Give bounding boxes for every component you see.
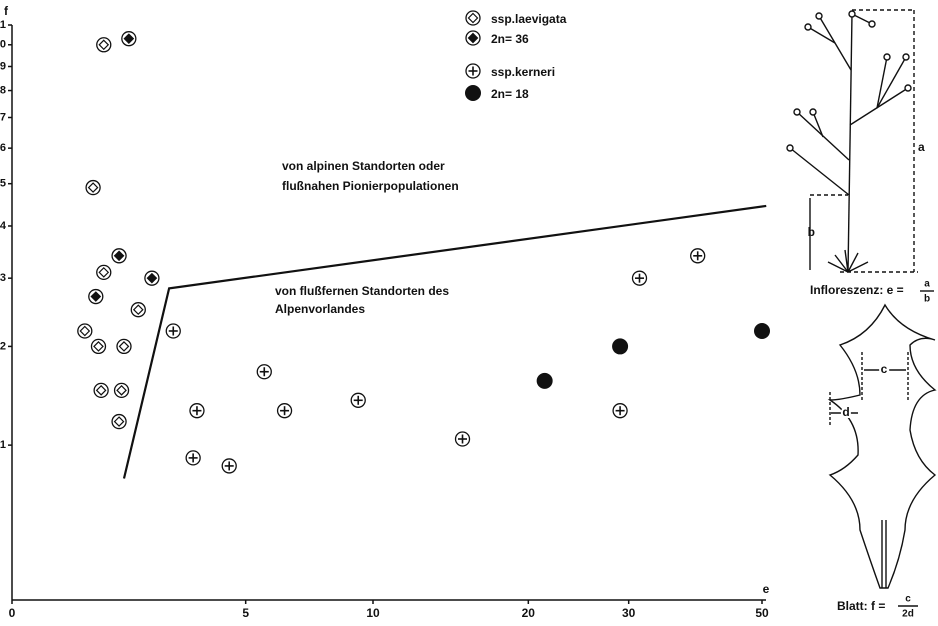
point-diamond — [132, 304, 144, 316]
point-diamond — [113, 416, 125, 427]
y-tick-label: 6 — [0, 142, 6, 154]
point-diamond — [79, 325, 91, 337]
point-diamond — [118, 341, 130, 352]
point-diamond — [90, 291, 102, 302]
point — [116, 338, 132, 355]
point — [113, 382, 130, 399]
point-diamond — [113, 250, 125, 262]
point — [85, 179, 101, 196]
point-dot — [612, 338, 629, 355]
leaf-drawing — [827, 303, 937, 589]
point-dot — [465, 85, 481, 101]
annotation: Alpenvorlandes — [275, 302, 365, 316]
y-tick-label: 11 — [0, 19, 6, 31]
y-tick-label: 9 — [0, 60, 6, 72]
point — [221, 458, 237, 474]
point — [121, 31, 137, 47]
point — [690, 248, 706, 264]
y-tick-label: 8 — [0, 84, 6, 96]
legend-marker — [465, 30, 481, 46]
point-diamond — [93, 341, 104, 352]
legend-label: 2n= 36 — [491, 32, 529, 46]
point — [93, 382, 109, 399]
inflorescence-drawing — [786, 9, 918, 273]
point — [350, 392, 366, 408]
point-diamond — [98, 39, 110, 51]
annotation: von flußfernen Standorten des — [275, 284, 449, 298]
dimension-d: d — [842, 405, 849, 419]
point — [88, 288, 104, 305]
y-tick-label: 10 — [0, 39, 6, 51]
point — [754, 322, 770, 339]
x-tick-label: 30 — [622, 606, 636, 620]
y-axis-label: f — [4, 4, 9, 18]
legend-label: 2n= 18 — [491, 87, 529, 101]
point-diamond — [146, 272, 158, 284]
y-tick-label: 7 — [0, 111, 6, 123]
point — [144, 270, 160, 286]
x-tick-label: 0 — [9, 606, 16, 620]
leaf-numerator: c — [905, 594, 911, 605]
inflorescence-caption: Infloreszenz: e = — [810, 283, 904, 297]
y-tick-label: 2 — [0, 340, 6, 352]
point — [631, 270, 648, 286]
leaf-denominator: 2d — [902, 609, 914, 620]
point — [189, 403, 205, 419]
point — [165, 323, 181, 339]
y-tick-label: 5 — [0, 178, 6, 190]
y-tick-label: 3 — [0, 272, 6, 284]
point-diamond — [467, 12, 479, 24]
x-tick-label: 10 — [366, 606, 380, 620]
point-diamond — [467, 32, 479, 44]
y-tick-label: 4 — [0, 220, 7, 232]
x-axis-label: e — [763, 582, 770, 596]
point-diamond — [116, 385, 127, 396]
annotation: flußnahen Pionierpopulationen — [282, 179, 459, 193]
dimension-c: c — [881, 362, 888, 376]
legend-marker — [465, 10, 481, 26]
y-tick-label: 1 — [0, 439, 6, 451]
x-tick-label: 20 — [522, 606, 536, 620]
legend-label: ssp.kerneri — [491, 65, 555, 79]
leaf-caption: Blatt: f = — [837, 599, 885, 613]
point — [111, 413, 127, 430]
dimension-a: a — [918, 140, 925, 154]
point-dot — [536, 372, 553, 389]
point — [454, 431, 471, 447]
point-dot — [754, 322, 770, 339]
inflorescence-numerator: a — [924, 279, 930, 290]
point — [536, 372, 553, 389]
point — [111, 248, 127, 264]
inflorescence-denominator: b — [924, 294, 930, 305]
boundary-line — [122, 204, 767, 479]
point — [90, 338, 107, 355]
point — [130, 302, 146, 318]
point — [612, 338, 629, 355]
point — [77, 323, 93, 339]
legend-label: ssp.laevigata — [491, 12, 567, 26]
legend-marker — [465, 63, 481, 79]
point — [185, 450, 201, 466]
point-diamond — [98, 267, 110, 278]
x-tick-label: 5 — [242, 606, 249, 620]
point-diamond — [95, 385, 107, 396]
point — [276, 403, 293, 419]
point — [96, 37, 112, 53]
dimension-b: b — [808, 225, 815, 239]
x-tick-label: 50 — [755, 606, 769, 620]
legend-marker — [465, 85, 481, 101]
annotation: von alpinen Standorten oder — [282, 159, 445, 173]
point-diamond — [87, 182, 99, 193]
point-diamond — [123, 33, 135, 45]
point — [256, 364, 272, 380]
point — [96, 264, 112, 281]
point — [612, 403, 628, 419]
